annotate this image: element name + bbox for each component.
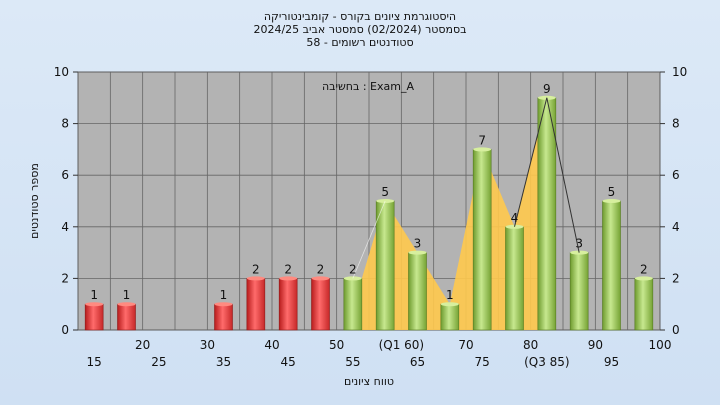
bar-70 xyxy=(440,303,460,331)
x-tick-label: 90 xyxy=(588,338,603,352)
x-tick-label: 75 xyxy=(475,355,490,369)
bar-value-label: 2 xyxy=(317,262,325,276)
grid-lines xyxy=(77,71,661,331)
x-tick-label: 65 xyxy=(410,355,425,369)
bar-value-label: 2 xyxy=(284,262,292,276)
y-tick-label-right: 0 xyxy=(672,323,680,337)
x-tick-label: 30 xyxy=(200,338,215,352)
y-axis-title: מספר סטודנטים xyxy=(28,163,41,239)
bar-value-label: 9 xyxy=(543,82,551,96)
x-tick-label: 100 xyxy=(649,338,672,352)
x-tick-label: 35 xyxy=(216,355,231,369)
trend-lines xyxy=(352,97,580,279)
bar-value-label: 2 xyxy=(349,262,357,276)
bar-cap-15 xyxy=(85,302,104,307)
y-tick-label-right: 4 xyxy=(672,220,680,234)
title-line-3: סטודנטים רשומים - 58 xyxy=(306,36,413,49)
bar-value-label: 2 xyxy=(252,262,260,276)
x-axis-title: טווח ציונים xyxy=(344,375,394,388)
bar-cap-20 xyxy=(117,302,136,307)
bar-35 xyxy=(214,303,233,331)
title-line-2: בסמסטר (02/2024) סמסטר אביב 2024/25 xyxy=(253,23,466,36)
bar-cap-50 xyxy=(311,276,330,281)
x-tick-label: 45 xyxy=(281,355,296,369)
bar-60 xyxy=(375,200,395,331)
trend-segment xyxy=(352,200,386,279)
x-tick-label: 70 xyxy=(458,338,473,352)
exam-annotation: בחשיבה : Exam_A xyxy=(322,80,414,93)
bar-cap-100 xyxy=(634,276,653,281)
bar-cap-65 xyxy=(408,250,427,255)
bar-value-labels: 1 1 1 2 2 2 2 5 3 1 7 4 9 3 5 2 xyxy=(90,82,647,302)
bar-value-label: 3 xyxy=(414,237,422,251)
bar-20 xyxy=(117,303,136,331)
x-tick-label: 15 xyxy=(87,355,102,369)
bar-value-label: 1 xyxy=(446,288,454,302)
trend-segment xyxy=(514,97,548,227)
bar-65 xyxy=(408,252,427,331)
bar-value-label: 4 xyxy=(511,211,519,225)
y-tick-label-left: 8 xyxy=(61,117,69,131)
bar-85 xyxy=(537,97,557,331)
bar-55 xyxy=(343,278,363,331)
x-tick-label: 20 xyxy=(135,338,150,352)
bar-value-label: 3 xyxy=(575,237,583,251)
bar-50 xyxy=(311,278,330,331)
x-tick-label: 40 xyxy=(264,338,279,352)
bar-value-label: 7 xyxy=(478,133,486,147)
y-tick-label-right: 6 xyxy=(672,168,680,182)
bar-90 xyxy=(569,252,589,331)
y-tick-label-left: 0 xyxy=(61,323,69,337)
bar-15 xyxy=(84,303,104,331)
x-tick-label: 95 xyxy=(604,355,619,369)
trend-segment xyxy=(546,97,580,253)
bar-75 xyxy=(472,149,492,331)
bars xyxy=(84,95,654,331)
y-tick-label-right: 8 xyxy=(672,117,680,131)
bar-40 xyxy=(246,278,266,331)
x-tick-label: 50 xyxy=(329,338,344,352)
bar-80 xyxy=(505,226,524,331)
y-tick-label-right: 10 xyxy=(672,65,687,79)
x-tick-label: 25 xyxy=(151,355,166,369)
bar-cap-75 xyxy=(473,147,492,152)
bar-cap-95 xyxy=(602,199,621,203)
bar-value-label: 2 xyxy=(640,262,648,276)
bar-value-label: 1 xyxy=(123,288,131,302)
y-tick-label-left: 10 xyxy=(54,65,69,79)
y-axis-left-ticks: 0 2 4 6 8 10 xyxy=(54,65,78,337)
y-tick-label-left: 4 xyxy=(61,220,69,234)
bar-cap-45 xyxy=(279,276,298,281)
bar-cap-35 xyxy=(214,302,233,307)
chart-title: היסטוגרמת ציונים בקורס - קומבינטוריקה בס… xyxy=(253,10,466,49)
x-tick-label: 80 xyxy=(523,338,538,352)
bar-95 xyxy=(602,200,621,331)
bar-45 xyxy=(278,278,298,331)
title-line-1: היסטוגרמת ציונים בקורס - קומבינטוריקה xyxy=(264,10,456,23)
y-axis-right-ticks: 0 2 4 6 8 10 xyxy=(660,65,687,337)
y-tick-label-left: 6 xyxy=(61,168,69,182)
x-tick-label: 55 xyxy=(345,355,360,369)
bar-cap-40 xyxy=(246,276,265,281)
bar-cap-70 xyxy=(440,302,459,307)
x-tick-label: (Q1 60) xyxy=(379,338,425,352)
y-tick-label-left: 2 xyxy=(61,271,69,285)
bar-value-label: 5 xyxy=(381,185,389,199)
bar-100 xyxy=(634,278,654,331)
bar-value-label: 1 xyxy=(220,288,228,302)
x-tick-label: (Q3 85) xyxy=(524,355,570,369)
y-tick-label-right: 2 xyxy=(672,271,680,285)
bar-value-label: 5 xyxy=(608,185,616,199)
bar-value-label: 1 xyxy=(90,288,98,302)
